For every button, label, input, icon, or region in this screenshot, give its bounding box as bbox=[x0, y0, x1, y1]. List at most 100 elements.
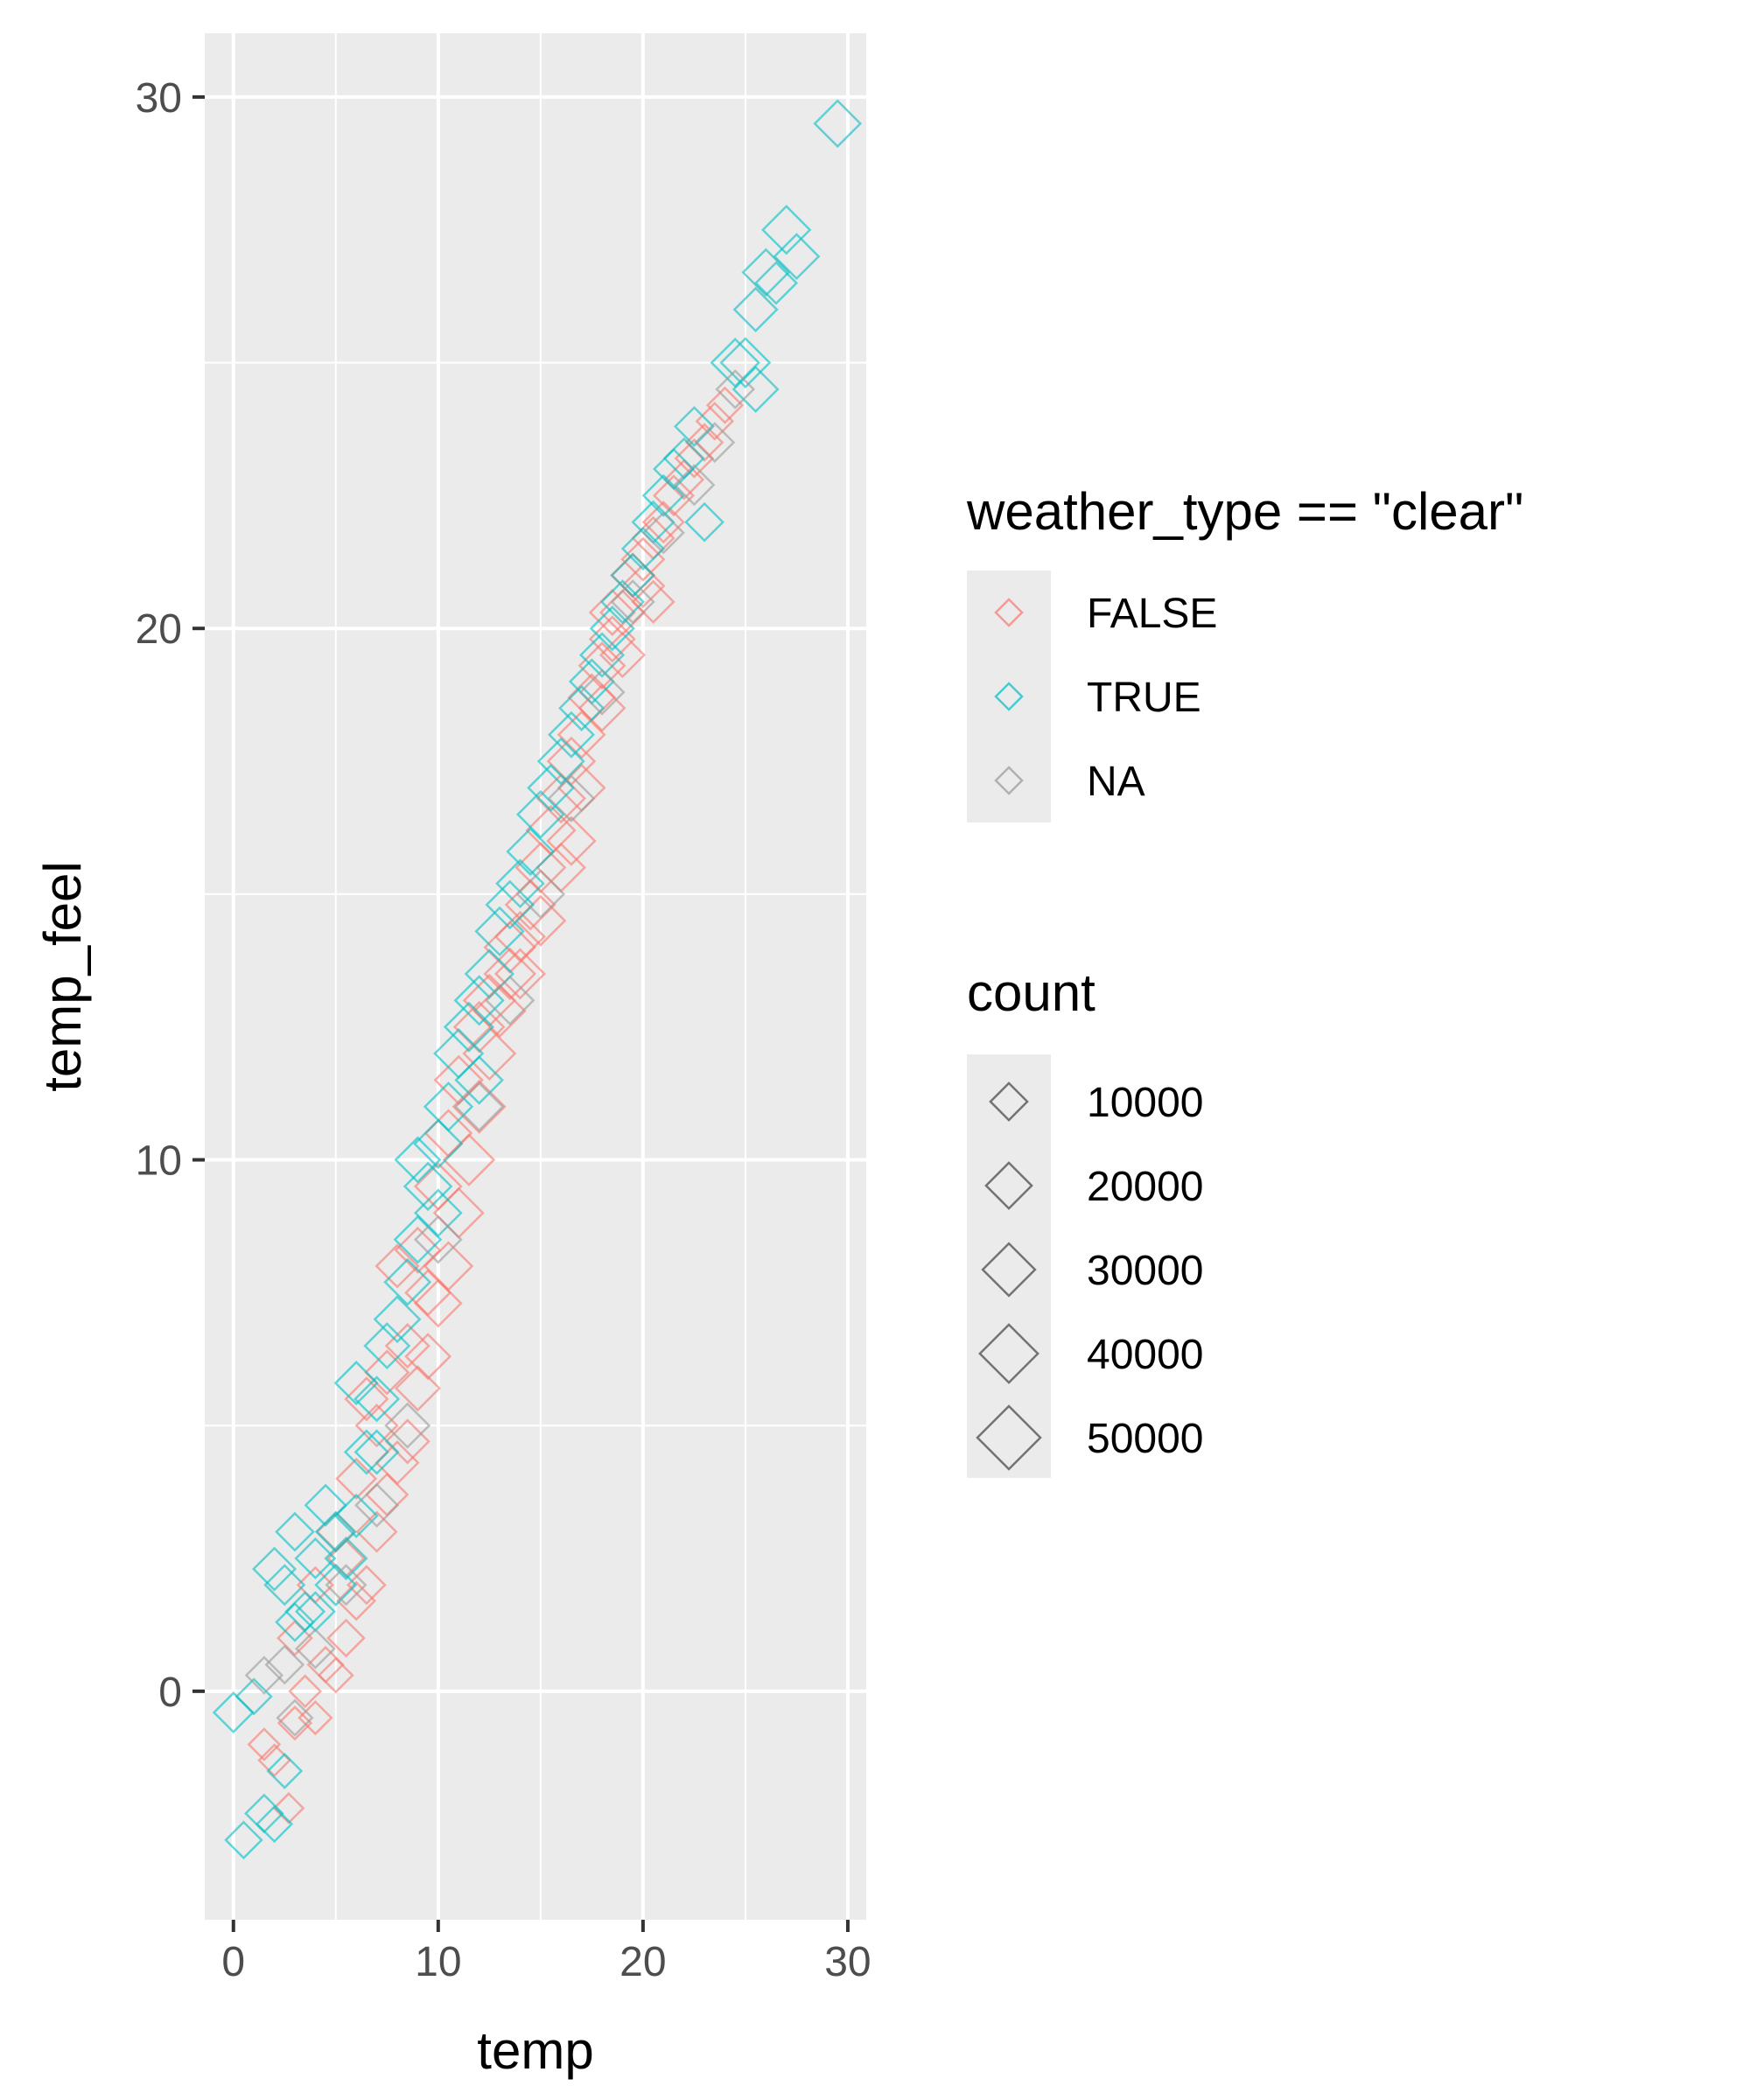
data-point bbox=[346, 1564, 387, 1606]
data-point bbox=[773, 233, 821, 281]
data-point bbox=[504, 878, 556, 931]
data-point bbox=[483, 947, 536, 1001]
data-point bbox=[263, 1564, 306, 1606]
color-legend-key bbox=[994, 598, 1024, 627]
data-point bbox=[684, 501, 724, 542]
data-point bbox=[294, 1628, 336, 1670]
color-legend-key-background bbox=[967, 570, 1051, 822]
data-point bbox=[264, 1644, 305, 1685]
data-point bbox=[314, 1563, 358, 1606]
data-point bbox=[384, 1402, 431, 1449]
data-point bbox=[514, 842, 567, 893]
data-point bbox=[247, 1727, 282, 1761]
size-legend-key bbox=[976, 1404, 1042, 1471]
y-tick-label: 0 bbox=[158, 1670, 182, 1716]
plot-panel bbox=[205, 33, 866, 1920]
data-point bbox=[354, 1482, 400, 1528]
data-points bbox=[212, 99, 863, 1860]
data-point bbox=[453, 1082, 505, 1132]
data-point bbox=[394, 1226, 442, 1274]
data-point bbox=[224, 1820, 263, 1860]
data-point bbox=[741, 248, 791, 298]
data-point bbox=[326, 1618, 366, 1658]
data-point bbox=[546, 816, 597, 866]
data-point bbox=[335, 1457, 378, 1500]
data-point bbox=[485, 975, 536, 1026]
data-point bbox=[336, 1580, 377, 1621]
data-point bbox=[276, 1698, 314, 1737]
data-point bbox=[641, 500, 685, 544]
data-point bbox=[673, 464, 716, 507]
data-point bbox=[354, 1404, 399, 1448]
y-axis-title: temp_feel bbox=[33, 861, 92, 1092]
x-tick-label: 10 bbox=[415, 1939, 461, 1985]
data-point bbox=[813, 99, 863, 149]
data-point bbox=[374, 1243, 420, 1289]
size-legend-key bbox=[978, 1323, 1040, 1384]
data-point bbox=[719, 337, 772, 389]
data-point bbox=[276, 1705, 313, 1741]
data-point bbox=[485, 879, 536, 930]
data-point bbox=[631, 579, 676, 624]
data-point bbox=[344, 1376, 389, 1422]
data-point bbox=[275, 1511, 315, 1552]
data-point bbox=[294, 1537, 337, 1580]
data-point bbox=[373, 1295, 422, 1344]
data-point bbox=[394, 1136, 442, 1184]
data-point bbox=[673, 405, 715, 447]
y-axis: 0 10 20 30 bbox=[136, 75, 205, 1716]
data-point bbox=[536, 737, 585, 786]
size-legend: count 10000 20000 30000 40000 50000 bbox=[967, 963, 1203, 1478]
y-tick-label: 10 bbox=[136, 1138, 182, 1185]
x-tick-label: 20 bbox=[620, 1939, 666, 1985]
size-legend-key bbox=[989, 1082, 1029, 1122]
y-tick-label: 30 bbox=[136, 75, 182, 122]
data-point bbox=[413, 1214, 463, 1264]
color-legend-label: TRUE bbox=[1087, 675, 1201, 721]
x-axis: 0 10 20 30 bbox=[221, 1920, 872, 1985]
data-point bbox=[298, 1700, 333, 1736]
size-legend-title: count bbox=[967, 963, 1096, 1022]
color-legend-key bbox=[994, 682, 1024, 711]
series-na bbox=[244, 369, 756, 1737]
color-legend-key bbox=[994, 766, 1024, 795]
data-point bbox=[620, 527, 665, 571]
data-point bbox=[732, 365, 780, 413]
data-point bbox=[506, 827, 555, 877]
data-point bbox=[256, 1805, 294, 1844]
data-point bbox=[599, 579, 646, 625]
color-legend-label: FALSE bbox=[1087, 591, 1217, 637]
y-tick-label: 20 bbox=[136, 606, 182, 653]
data-point bbox=[413, 1278, 463, 1328]
data-point bbox=[472, 984, 527, 1039]
data-point bbox=[314, 1510, 357, 1553]
size-legend-label: 50000 bbox=[1087, 1416, 1203, 1462]
data-point bbox=[413, 1162, 463, 1211]
data-point bbox=[556, 710, 606, 760]
data-point bbox=[333, 1361, 379, 1406]
data-point bbox=[394, 1365, 441, 1412]
x-axis-title: temp bbox=[477, 2021, 593, 2080]
size-legend-key bbox=[984, 1161, 1033, 1210]
data-point bbox=[288, 1674, 322, 1709]
data-point bbox=[404, 1269, 452, 1317]
data-point bbox=[355, 1510, 398, 1553]
data-point bbox=[317, 1656, 354, 1694]
size-legend-label: 30000 bbox=[1087, 1248, 1203, 1294]
data-point bbox=[343, 1429, 389, 1475]
color-legend-label: NA bbox=[1087, 759, 1145, 805]
data-point bbox=[515, 869, 566, 920]
data-point bbox=[244, 1656, 284, 1695]
series-false bbox=[247, 386, 745, 1824]
data-point bbox=[652, 448, 695, 491]
data-point bbox=[620, 564, 666, 609]
data-point bbox=[588, 615, 636, 663]
data-point bbox=[364, 1349, 410, 1396]
data-point bbox=[354, 1376, 401, 1423]
size-legend-label: 10000 bbox=[1087, 1080, 1203, 1126]
data-point bbox=[578, 683, 626, 732]
data-point bbox=[610, 552, 655, 598]
data-point bbox=[354, 1429, 400, 1475]
data-point bbox=[324, 1536, 368, 1581]
